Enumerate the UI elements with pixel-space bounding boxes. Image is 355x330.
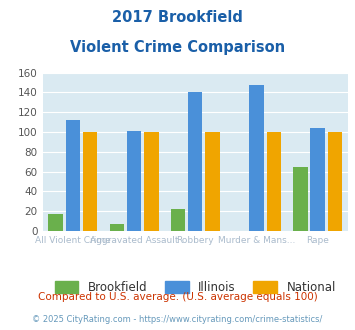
Bar — [110, 224, 124, 231]
Bar — [293, 167, 307, 231]
Text: Compared to U.S. average. (U.S. average equals 100): Compared to U.S. average. (U.S. average … — [38, 292, 317, 302]
Bar — [66, 120, 80, 231]
Bar — [188, 92, 202, 231]
Bar — [83, 132, 97, 231]
Text: Violent Crime Comparison: Violent Crime Comparison — [70, 40, 285, 54]
Bar — [205, 132, 220, 231]
Text: 2017 Brookfield: 2017 Brookfield — [112, 10, 243, 25]
Bar — [144, 132, 159, 231]
Text: © 2025 CityRating.com - https://www.cityrating.com/crime-statistics/: © 2025 CityRating.com - https://www.city… — [32, 315, 323, 324]
Bar — [328, 132, 342, 231]
Bar — [48, 214, 63, 231]
Bar — [127, 131, 141, 231]
Bar — [267, 132, 281, 231]
Bar — [249, 85, 264, 231]
Bar — [311, 128, 325, 231]
Bar — [171, 209, 185, 231]
Legend: Brookfield, Illinois, National: Brookfield, Illinois, National — [55, 281, 336, 294]
